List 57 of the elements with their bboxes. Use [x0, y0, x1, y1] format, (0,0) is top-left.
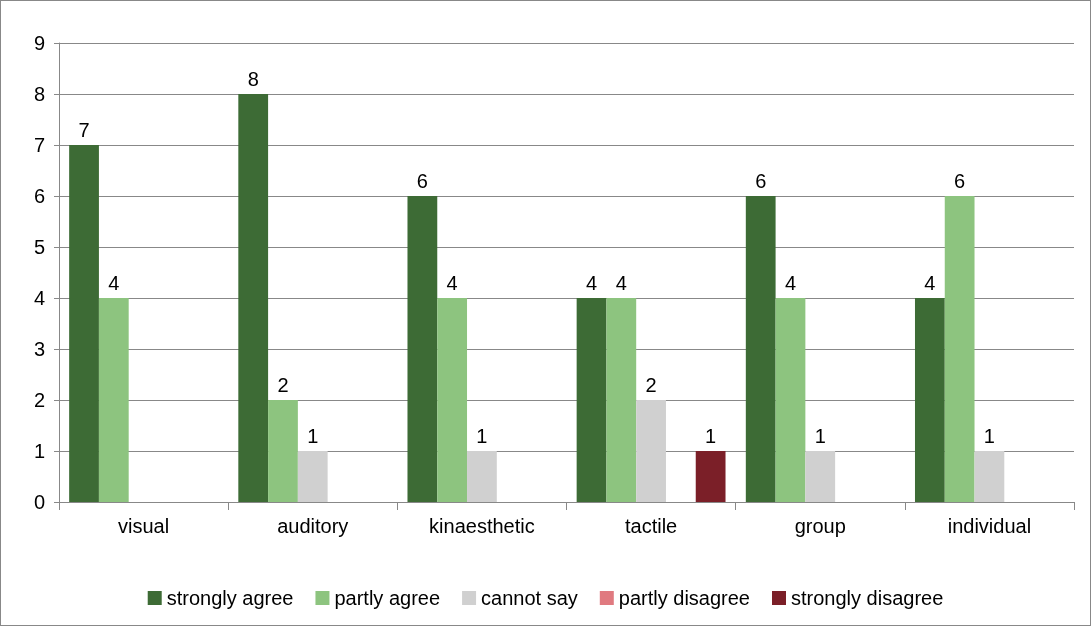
data-label: 1: [705, 425, 717, 447]
data-label: 2: [645, 374, 657, 396]
bar: [576, 298, 607, 502]
data-label: 4: [615, 272, 627, 294]
y-tick-label: 4: [33, 287, 45, 309]
y-tick-label: 0: [33, 491, 45, 513]
data-label: 1: [476, 425, 488, 447]
data-label: 4: [446, 272, 458, 294]
x-tick-label: group: [794, 515, 846, 537]
data-label: 1: [307, 425, 319, 447]
data-label: 6: [954, 170, 966, 192]
data-label: 4: [585, 272, 598, 294]
data-label: 7: [78, 119, 90, 141]
bar: [297, 451, 328, 502]
x-tick-label: visual: [118, 515, 170, 537]
data-label: 4: [108, 272, 120, 294]
bar: [407, 196, 438, 502]
data-label: 1: [983, 425, 995, 447]
legend-label: strongly agree: [166, 587, 294, 609]
y-tick-label: 1: [33, 440, 45, 462]
bar: [695, 451, 726, 502]
y-tick-label: 7: [33, 134, 45, 156]
bar: [238, 94, 269, 502]
bar: [974, 451, 1005, 502]
bar: [268, 400, 298, 502]
legend-label: cannot say: [481, 587, 578, 609]
legend-label: partly agree: [334, 587, 441, 609]
y-tick-label: 2: [33, 389, 45, 411]
y-tick-label: 9: [33, 32, 45, 54]
data-label: 1: [814, 425, 826, 447]
bar: [775, 298, 806, 502]
y-tick-label: 8: [33, 83, 45, 105]
bar: [914, 298, 945, 502]
bar: [944, 196, 975, 502]
data-label: 4: [924, 272, 936, 294]
bar: [467, 451, 497, 502]
x-tick-label: individual: [947, 515, 1032, 537]
bar: [98, 298, 129, 502]
bar: [437, 298, 468, 502]
data-label: 8: [247, 68, 259, 90]
bar: [805, 451, 836, 502]
legend-label: strongly disagree: [790, 587, 944, 609]
y-tick-label: 5: [33, 236, 45, 258]
bar: [606, 298, 637, 502]
x-tick-label: tactile: [624, 515, 678, 537]
bar: [69, 145, 99, 502]
bar: [636, 400, 666, 502]
x-tick-label: auditory: [277, 515, 349, 537]
bar: [745, 196, 776, 502]
data-label: 2: [277, 374, 289, 396]
legend-label: partly disagree: [618, 587, 750, 609]
data-label: 6: [416, 170, 428, 192]
y-tick-label: 6: [33, 185, 45, 207]
y-tick-label: 3: [33, 338, 45, 360]
x-tick-label: kinaesthetic: [429, 515, 535, 537]
data-label: 4: [784, 272, 797, 294]
data-label: 6: [755, 170, 767, 192]
